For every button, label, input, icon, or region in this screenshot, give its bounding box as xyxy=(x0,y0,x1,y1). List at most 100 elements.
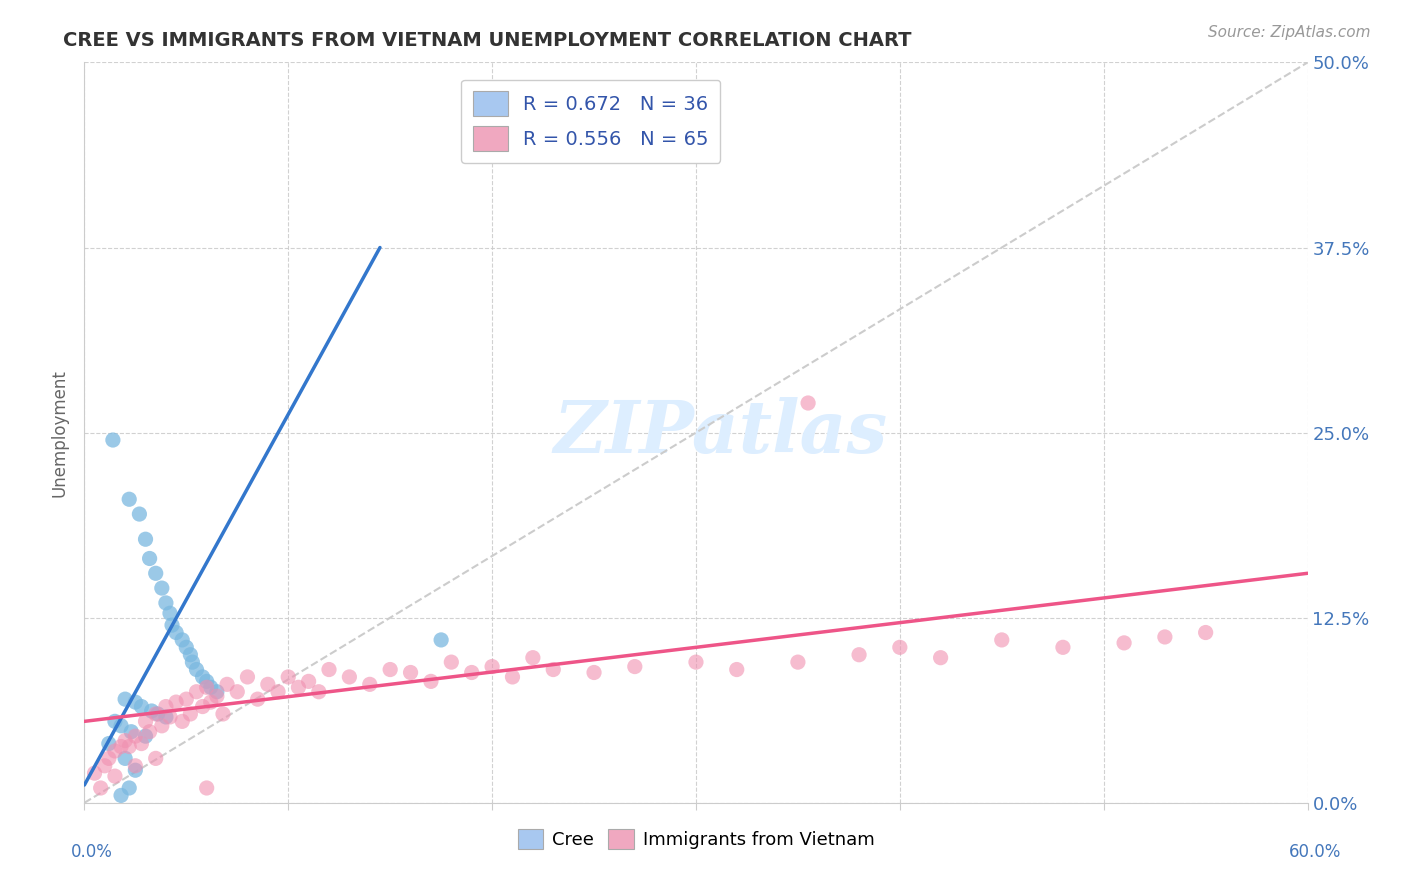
Point xyxy=(145,751,167,765)
Point xyxy=(93,758,115,772)
Point xyxy=(174,692,197,706)
Point xyxy=(359,677,381,691)
Point xyxy=(135,729,157,743)
Text: CREE VS IMMIGRANTS FROM VIETNAM UNEMPLOYMENT CORRELATION CHART: CREE VS IMMIGRANTS FROM VIETNAM UNEMPLOY… xyxy=(63,31,911,50)
Point xyxy=(160,618,183,632)
Point xyxy=(90,780,112,795)
Legend: Cree, Immigrants from Vietnam: Cree, Immigrants from Vietnam xyxy=(510,822,882,856)
Point xyxy=(155,710,177,724)
Point xyxy=(848,648,870,662)
Point xyxy=(205,685,228,699)
Point xyxy=(138,724,160,739)
Point xyxy=(155,699,177,714)
Point xyxy=(165,695,187,709)
Point xyxy=(131,737,153,751)
Point xyxy=(172,632,194,647)
Point xyxy=(430,632,453,647)
Point xyxy=(308,685,330,699)
Point xyxy=(118,739,141,754)
Point xyxy=(257,677,280,691)
Point xyxy=(110,789,132,803)
Point xyxy=(104,744,127,758)
Point xyxy=(1195,625,1218,640)
Point xyxy=(191,670,214,684)
Point xyxy=(114,692,136,706)
Text: 0.0%: 0.0% xyxy=(70,843,112,861)
Point xyxy=(97,751,120,765)
Point xyxy=(267,685,290,699)
Point xyxy=(522,650,544,665)
Point xyxy=(174,640,197,655)
Point xyxy=(118,780,141,795)
Point xyxy=(83,766,105,780)
Point xyxy=(101,433,124,447)
Point xyxy=(440,655,463,669)
Point xyxy=(380,663,402,677)
Point xyxy=(212,706,235,721)
Point xyxy=(236,670,259,684)
Point xyxy=(179,648,201,662)
Point xyxy=(226,685,249,699)
Point xyxy=(135,533,157,547)
Point xyxy=(155,596,177,610)
Point xyxy=(420,674,443,689)
Point xyxy=(145,566,167,581)
Point xyxy=(205,689,228,703)
Point xyxy=(195,780,218,795)
Point xyxy=(165,625,187,640)
Point xyxy=(217,677,239,691)
Point xyxy=(110,739,132,754)
Point xyxy=(200,681,222,695)
Point xyxy=(179,706,201,721)
Point xyxy=(685,655,707,669)
Point xyxy=(399,665,422,680)
Point xyxy=(1154,630,1177,644)
Point xyxy=(186,685,208,699)
Point xyxy=(104,714,127,729)
Point xyxy=(991,632,1014,647)
Point xyxy=(502,670,524,684)
Point xyxy=(339,670,361,684)
Point xyxy=(481,659,503,673)
Point xyxy=(298,674,321,689)
Text: ZIPatlas: ZIPatlas xyxy=(554,397,887,468)
Point xyxy=(1114,636,1136,650)
Point xyxy=(797,396,820,410)
Point xyxy=(287,681,309,695)
Point xyxy=(104,769,127,783)
Point xyxy=(186,663,208,677)
Point xyxy=(159,710,181,724)
Point xyxy=(181,655,204,669)
Point xyxy=(150,719,173,733)
Point xyxy=(110,719,132,733)
Point xyxy=(131,699,153,714)
Point xyxy=(889,640,911,655)
Point xyxy=(97,737,120,751)
Point xyxy=(124,763,146,777)
Point xyxy=(246,692,269,706)
Point xyxy=(725,663,748,677)
Point xyxy=(135,714,157,729)
Point xyxy=(200,695,222,709)
Text: 60.0%: 60.0% xyxy=(1288,843,1341,861)
Y-axis label: Unemployment: Unemployment xyxy=(51,368,69,497)
Point xyxy=(318,663,340,677)
Point xyxy=(124,729,146,743)
Point xyxy=(124,695,146,709)
Point xyxy=(118,492,141,507)
Point xyxy=(583,665,606,680)
Point xyxy=(929,650,952,665)
Point xyxy=(150,581,173,595)
Point xyxy=(787,655,810,669)
Point xyxy=(172,714,194,729)
Point xyxy=(191,699,214,714)
Text: Source: ZipAtlas.com: Source: ZipAtlas.com xyxy=(1208,25,1371,40)
Point xyxy=(120,724,142,739)
Point xyxy=(146,706,169,721)
Point xyxy=(1052,640,1074,655)
Point xyxy=(114,733,136,747)
Point xyxy=(543,663,565,677)
Point xyxy=(114,751,136,765)
Point xyxy=(159,607,181,621)
Point xyxy=(461,665,484,680)
